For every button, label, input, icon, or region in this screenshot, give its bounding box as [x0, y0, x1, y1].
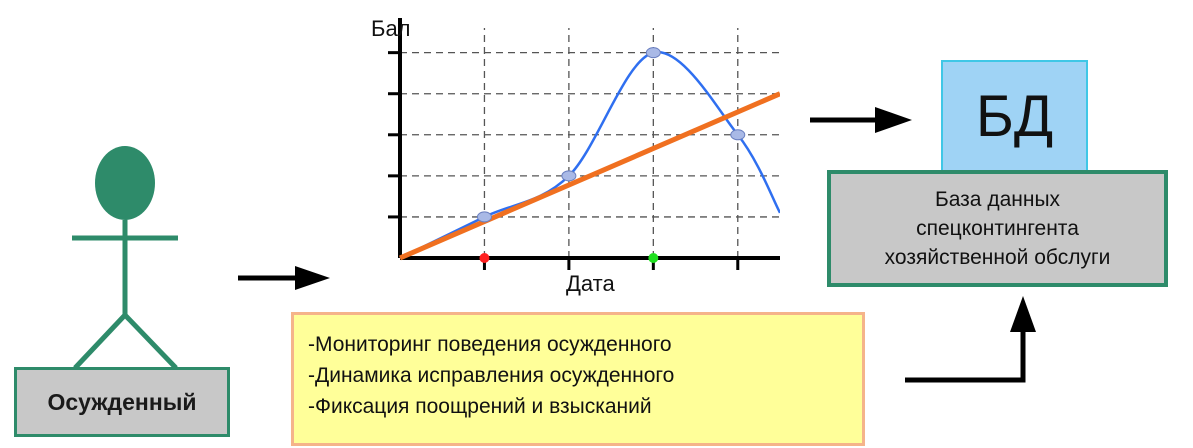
db-title: БД: [975, 83, 1054, 149]
series-line-1: [399, 51, 782, 260]
person-head: [95, 146, 155, 220]
note-line-1: -Мониторинг поведения осужденного: [308, 333, 672, 356]
axis-point-2: [648, 253, 659, 263]
axis-point-1: [479, 253, 490, 263]
arrow-chart-to-db: [810, 107, 912, 133]
notes-box: -Мониторинг поведения осужденного -Динам…: [291, 312, 865, 446]
data-point-3: [645, 47, 661, 59]
person-leg-right: [123, 313, 178, 370]
y-axis-label: Бал: [371, 16, 411, 41]
db-box: БД: [941, 60, 1088, 172]
note-line-2: -Динамика исправления осужденного: [308, 364, 675, 387]
chart: Бал Дата: [360, 8, 782, 308]
note-line-3: -Фиксация поощрений и взысканий: [308, 395, 652, 418]
x-axis-label: Дата: [566, 271, 615, 296]
series-line-2: [399, 91, 781, 261]
chart-plot: [388, 18, 782, 270]
person-label: Осужденный: [14, 367, 230, 437]
db-desc-line-1: База данных: [934, 188, 1061, 211]
data-point-2: [561, 170, 577, 182]
person-leg-left: [73, 313, 127, 370]
db-desc-line-2: спецконтингента: [916, 217, 1079, 240]
data-point-1: [476, 211, 492, 223]
data-point-4: [730, 129, 746, 141]
db-description: База данных спецконтингента хозяйственно…: [827, 170, 1168, 287]
arrow-notes-to-db: [905, 296, 1036, 383]
person-figure: [72, 146, 178, 370]
db-desc-line-3: хозяйственной обслуги: [884, 246, 1111, 269]
